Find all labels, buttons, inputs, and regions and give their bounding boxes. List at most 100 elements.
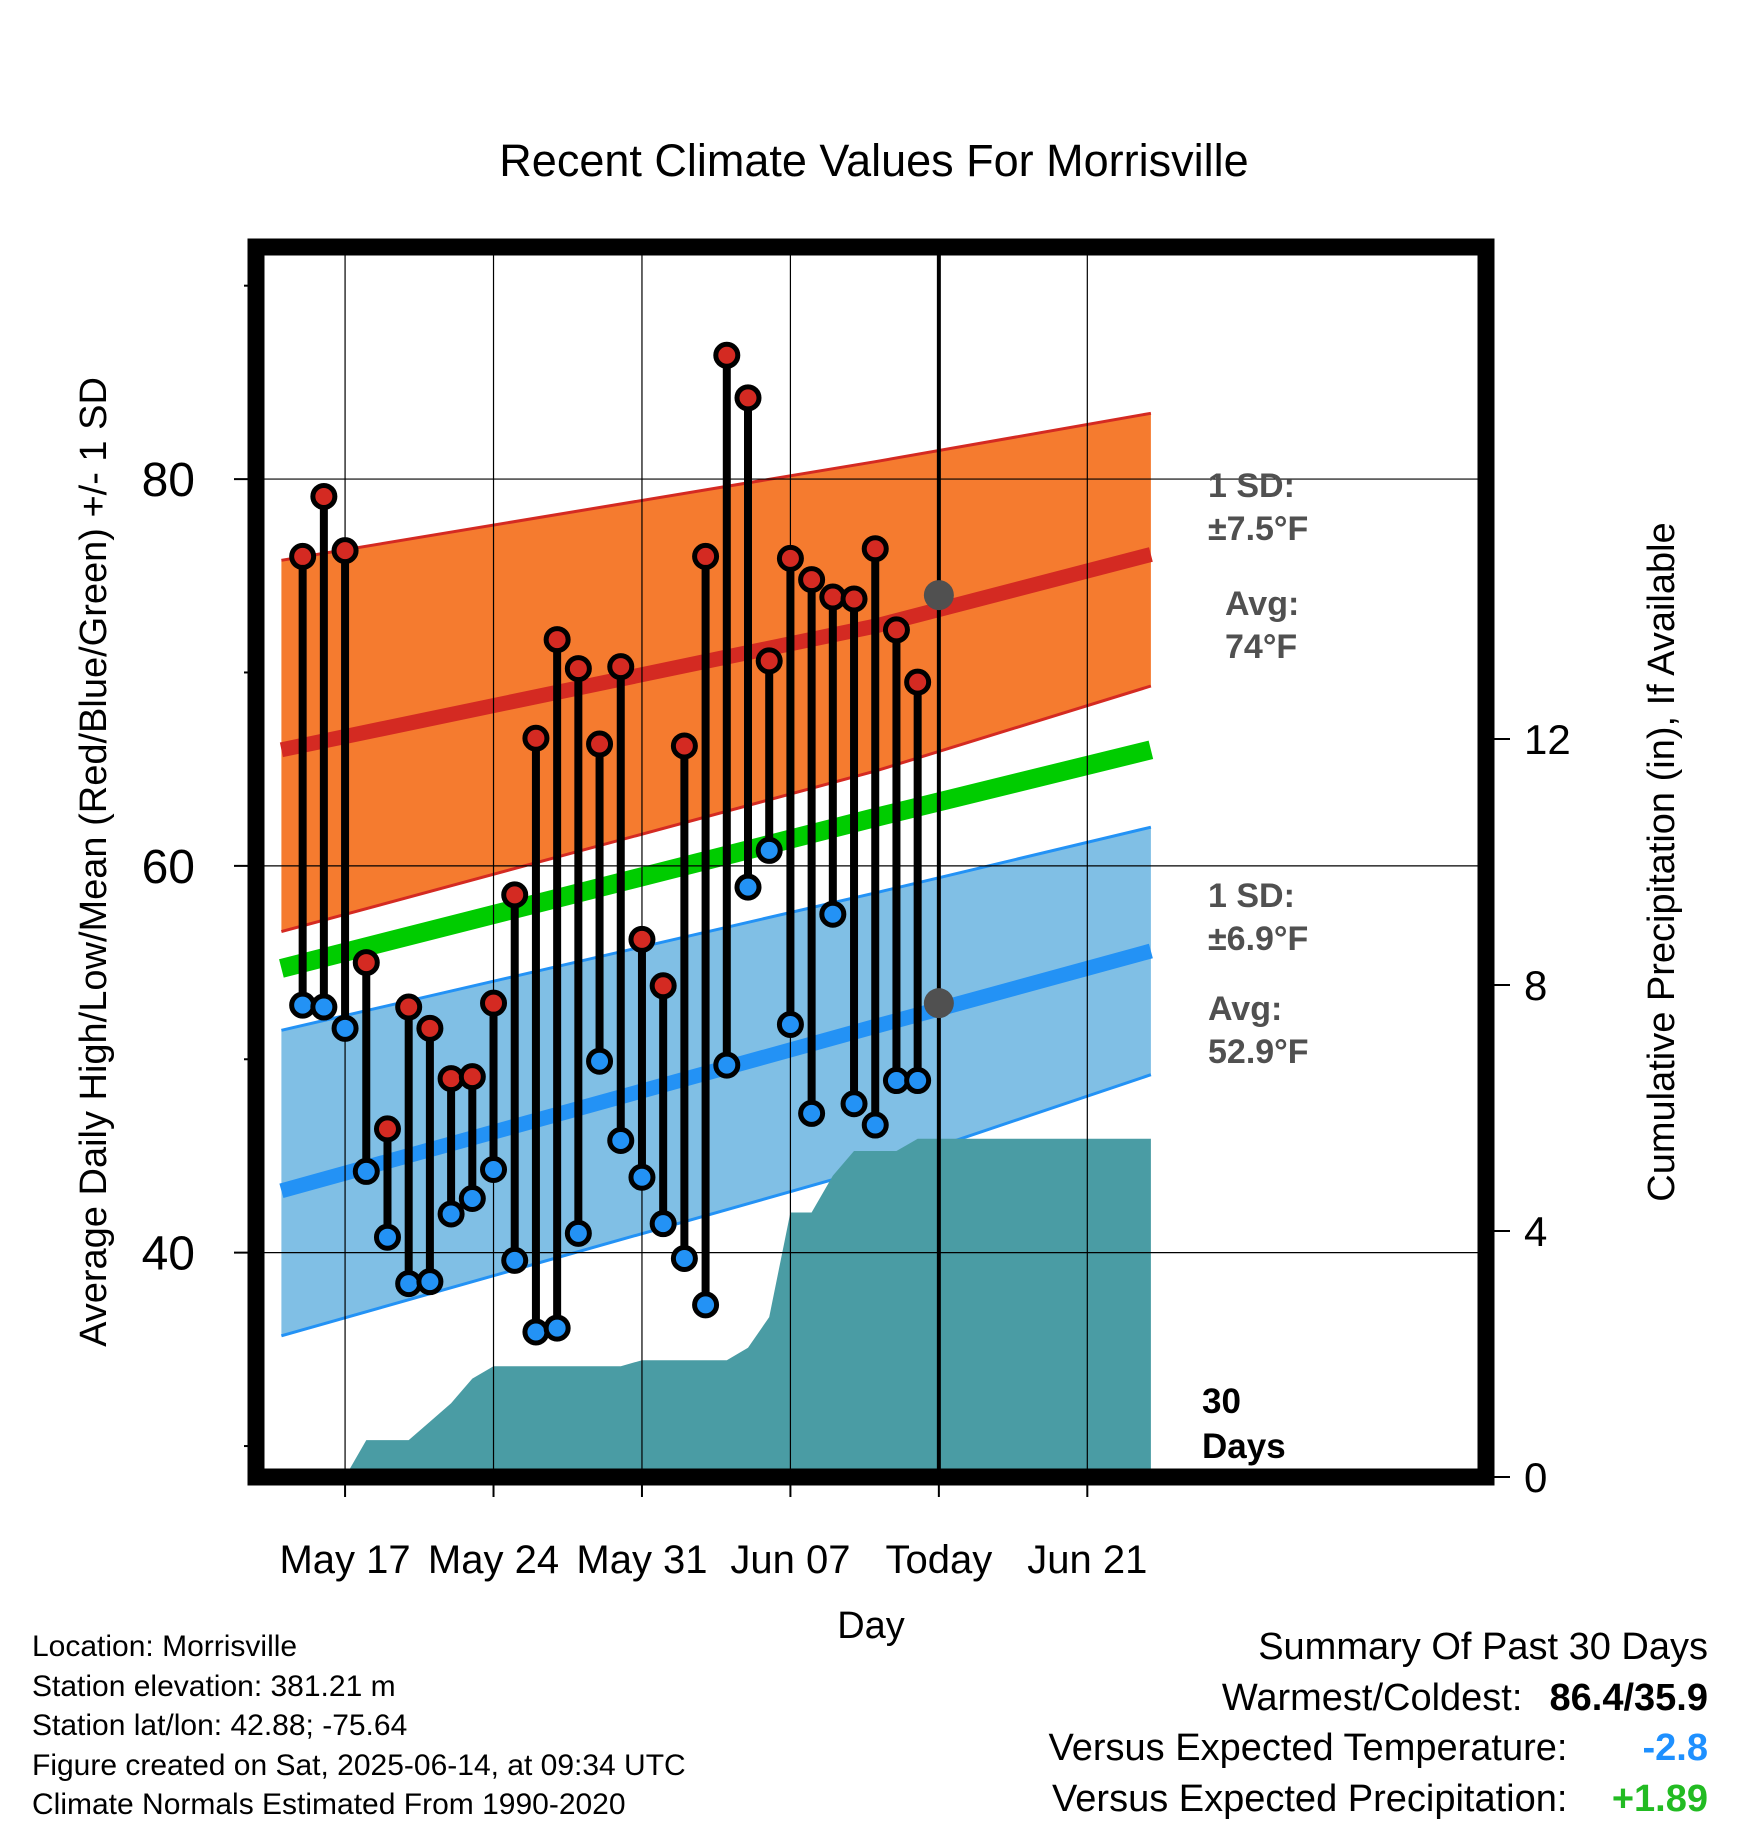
daily-low-point	[670, 1244, 698, 1272]
daily-high-point	[861, 535, 889, 563]
low-sd-label: 1 SD:	[1208, 877, 1295, 915]
daily-low-point	[522, 1318, 550, 1346]
daily-low-point	[437, 1200, 465, 1228]
daily-high-point	[692, 542, 720, 570]
high-avg-label: Avg:	[1225, 585, 1299, 623]
low-avg-value: 52.9°F	[1208, 1033, 1309, 1071]
daily-low-point	[713, 1051, 741, 1079]
daily-high-point	[480, 989, 508, 1017]
x-tick-label: May 17	[279, 1538, 410, 1582]
low-sd-band	[281, 827, 1151, 1336]
daily-high-point	[437, 1065, 465, 1093]
daily-high-point	[713, 341, 741, 369]
daily-low-point	[289, 991, 317, 1019]
daily-low-point	[543, 1314, 571, 1342]
summary-heading: Summary Of Past 30 Days	[1258, 1626, 1708, 1668]
daily-high-point	[586, 730, 614, 758]
daily-high-point	[543, 626, 571, 654]
daily-low-point	[692, 1291, 720, 1319]
station-info: Location: Morrisville Station elevation:…	[32, 1627, 686, 1825]
low-sd-value: ±6.9°F	[1208, 920, 1308, 958]
today-low-avg-marker	[923, 988, 954, 1019]
precip-anomaly-value: +1.89	[1611, 1777, 1708, 1820]
daily-low-point	[734, 873, 762, 901]
daily-low-point	[564, 1219, 592, 1247]
daily-low-point	[352, 1157, 380, 1185]
high-avg-value: 74°F	[1225, 628, 1297, 666]
x-tick-label: May 24	[428, 1538, 559, 1582]
daily-high-point	[755, 647, 783, 675]
daily-high-point	[819, 583, 847, 611]
today-high-avg-marker	[923, 580, 954, 611]
x-tick-label: May 31	[576, 1538, 707, 1582]
window-days-number: 30	[1202, 1382, 1241, 1421]
y2-tick-label: 4	[1524, 1208, 1547, 1255]
high-sd-label: 1 SD:	[1208, 467, 1295, 505]
daily-low-point	[458, 1185, 486, 1213]
daily-low-point	[628, 1163, 656, 1191]
latlon-text: Station lat/lon: 42.88; -75.64	[32, 1709, 408, 1742]
y2-tick-label: 0	[1524, 1454, 1547, 1501]
daily-high-point	[458, 1063, 486, 1091]
daily-low-point	[840, 1090, 868, 1118]
daily-high-point	[882, 616, 910, 644]
high-band-upper-edge	[281, 411, 1152, 562]
x-tick-label: Today	[885, 1538, 992, 1582]
daily-high-point	[373, 1115, 401, 1143]
daily-low-point	[480, 1156, 508, 1183]
daily-low-point	[607, 1126, 635, 1154]
x-axis-title: Day	[837, 1605, 905, 1647]
daily-high-point	[904, 668, 932, 696]
y2-tick-label: 8	[1524, 962, 1547, 1009]
normals-text: Climate Normals Estimated From 1990-2020	[32, 1788, 626, 1821]
window-days-label: Days	[1202, 1427, 1286, 1466]
daily-low-point	[649, 1210, 677, 1238]
location-text: Location: Morrisville	[32, 1630, 298, 1663]
daily-low-point	[798, 1099, 826, 1127]
cumulative-precip-area	[260, 1138, 1151, 1477]
daily-low-point	[776, 1010, 804, 1038]
y-tick-label: 40	[142, 1228, 195, 1281]
daily-high-point	[840, 585, 868, 613]
y2-axis-title: Cumulative Precipitation (in), If Availa…	[1641, 522, 1683, 1201]
low-avg-label: Avg:	[1208, 990, 1282, 1028]
daily-low-point	[416, 1268, 444, 1296]
daily-high-point	[352, 949, 380, 977]
daily-high-point	[395, 993, 423, 1021]
summary-panel: Summary Of Past 30 Days Warmest/Coldest:…	[1049, 1622, 1708, 1824]
daily-low-point	[586, 1047, 614, 1075]
daily-high-point	[522, 724, 550, 752]
plot-frame	[247, 238, 1495, 1486]
high-sd-value: ±7.5°F	[1208, 510, 1308, 548]
daily-high-point	[670, 732, 698, 760]
elevation-text: Station elevation: 381.21 m	[32, 1669, 396, 1703]
y-tick-label: 60	[142, 841, 195, 894]
created-text: Figure created on Sat, 2025-06-14, at 09…	[32, 1748, 686, 1782]
chart-title: Recent Climate Values For Morrisville	[499, 135, 1249, 186]
daily-low-point	[904, 1067, 932, 1095]
temp-anomaly-value: -2.8	[1642, 1727, 1708, 1769]
temp-anomaly-label: Versus Expected Temperature:	[1048, 1727, 1568, 1769]
daily-high-point	[310, 482, 338, 510]
daily-low-point	[395, 1270, 423, 1298]
summary-precip-row: Versus Expected Precipitation: +1.89	[1049, 1774, 1708, 1825]
daily-high-point	[289, 542, 317, 570]
daily-low-point	[819, 900, 847, 928]
high-sd-band	[281, 413, 1151, 932]
daily-high-point	[628, 925, 656, 953]
summary-temp-row: Versus Expected Temperature: -2.8	[1049, 1723, 1708, 1774]
daily-low-point	[882, 1067, 910, 1095]
daily-high-point	[331, 537, 359, 565]
daily-low-point	[861, 1111, 889, 1139]
daily-high-point	[734, 384, 762, 412]
x-tick-label: Jun 21	[1027, 1538, 1147, 1582]
daily-high-point	[798, 566, 826, 594]
y2-tick-label: 12	[1524, 716, 1571, 763]
daily-low-point	[331, 1014, 359, 1042]
y-tick-label: 80	[142, 454, 195, 507]
daily-high-point	[416, 1014, 444, 1042]
daily-high-point	[564, 655, 592, 683]
daily-high-point	[649, 972, 677, 1000]
warmest-label: Warmest/Coldest:	[1221, 1676, 1523, 1719]
